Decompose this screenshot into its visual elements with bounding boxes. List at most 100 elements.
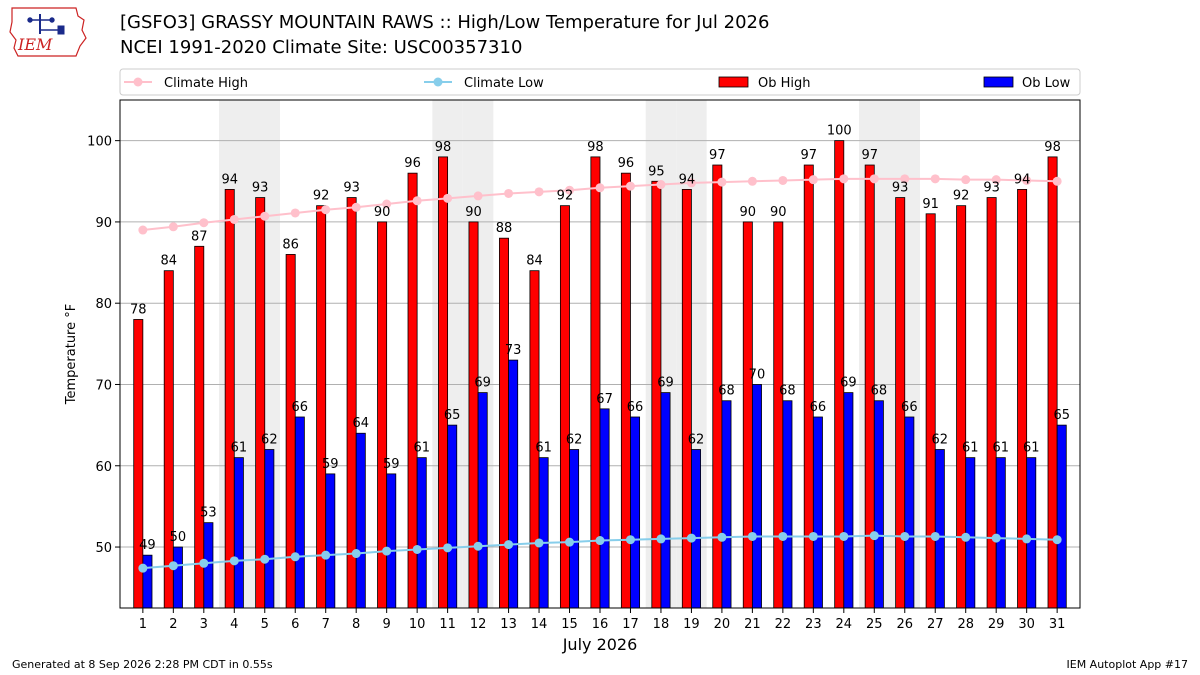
ob-high-bar	[681, 189, 692, 609]
climate-low-point	[504, 540, 514, 550]
x-tick-label: 5	[261, 617, 269, 632]
data-labels: 78 84 87 94 93 86 92 93 90 96 98 90 88 84 92 98 96 95 94 97…	[130, 124, 1070, 554]
ob-high-bar	[499, 237, 509, 609]
chart-title: [GSFO3] GRASSY MOUNTAIN RAWS :: High/Low…	[120, 12, 770, 33]
x-tick-label: 14	[531, 617, 548, 632]
climate-high-point	[747, 176, 757, 186]
climate-low-point	[778, 531, 788, 541]
generated-footer: Generated at 8 Sep 2026 2:28 PM CDT in 0…	[12, 658, 273, 671]
climate-low-point	[747, 531, 757, 541]
legend-climate-high-marker	[133, 77, 143, 87]
climate-high-point	[199, 218, 209, 228]
climate-high-point	[686, 178, 696, 188]
ob-low-bar	[447, 424, 458, 609]
ob-low-label: 59	[383, 457, 400, 472]
legend-ob-low-label: Ob Low	[1022, 76, 1071, 91]
ob-high-label: 86	[282, 237, 299, 252]
iem-logo: IEM	[9, 7, 87, 57]
climate-low-point	[930, 531, 940, 541]
climate-low-point	[717, 532, 727, 542]
ob-high-label: 96	[404, 156, 421, 171]
ob-low-label: 66	[627, 400, 644, 415]
ob-high-label: 97	[800, 148, 817, 163]
y-tick-label: 50	[95, 541, 112, 556]
climate-high-point	[808, 175, 818, 185]
ob-high-bar	[956, 205, 967, 609]
ob-low-label: 66	[810, 400, 827, 415]
x-tick-label: 16	[592, 617, 609, 632]
climate-high-point	[565, 185, 575, 195]
climate-low-point	[961, 532, 971, 542]
x-tick-label: 30	[1018, 617, 1035, 632]
ob-high-label: 84	[160, 254, 177, 269]
climate-high-point	[473, 191, 483, 201]
ob-high-bar	[529, 270, 540, 609]
ob-low-bar	[751, 384, 762, 609]
x-tick-label: 21	[744, 617, 761, 632]
ob-high-label: 100	[827, 124, 852, 139]
ob-high-bar	[803, 164, 814, 609]
ob-low-bar	[355, 432, 366, 609]
climate-high-point	[504, 188, 514, 198]
ob-high-bar	[163, 270, 174, 609]
climate-lines	[138, 174, 1062, 573]
y-tick-label: 80	[95, 297, 112, 312]
ob-high-bar	[651, 180, 662, 609]
climate-low-point	[1052, 535, 1062, 545]
climate-high-point	[260, 211, 270, 221]
y-tick-label: 70	[95, 378, 112, 393]
app-footer: IEM Autoplot App #17	[1066, 658, 1189, 671]
ob-low-label: 67	[596, 392, 613, 407]
ob-low-label: 68	[871, 384, 888, 399]
ob-low-label: 61	[992, 441, 1009, 456]
climate-high-point	[382, 199, 392, 209]
ob-high-bar	[1017, 189, 1028, 609]
ob-high-bar	[925, 213, 936, 609]
climate-low-point	[656, 534, 666, 544]
climate-high-point	[290, 208, 300, 218]
climate-low-point	[595, 536, 605, 546]
x-tick-label: 18	[653, 617, 670, 632]
climate-low-point	[1022, 534, 1032, 544]
ob-high-label: 98	[587, 140, 604, 155]
ob-high-label: 93	[252, 181, 269, 196]
ob-low-bar	[782, 400, 793, 609]
ob-high-label: 98	[435, 140, 452, 155]
climate-high-point	[229, 214, 239, 224]
ob-low-label: 53	[200, 506, 217, 521]
ob-high-label: 98	[1044, 140, 1061, 155]
ob-high-label: 95	[648, 164, 665, 179]
climate-high-point	[412, 196, 422, 206]
ob-high-label: 87	[191, 229, 208, 244]
climate-high-point	[900, 174, 910, 184]
ob-low-bar	[691, 449, 701, 609]
climate-low-point	[351, 549, 361, 559]
x-tick-label: 12	[470, 617, 487, 632]
climate-low-point	[534, 538, 544, 548]
ob-high-label: 96	[618, 156, 635, 171]
climate-high-point	[656, 180, 666, 190]
ob-high-label: 90	[465, 205, 482, 220]
ob-low-bar	[873, 400, 884, 609]
ob-low-label: 50	[170, 530, 187, 545]
temperature-chart: 7884879493869293909698908884929896959497…	[64, 68, 1081, 654]
ob-low-label: 66	[901, 400, 918, 415]
x-tick-label: 23	[805, 617, 822, 632]
climate-low-point	[199, 558, 209, 568]
ob-low-bar	[569, 449, 580, 609]
logo-text: IEM	[17, 35, 53, 54]
ob-low-label: 69	[657, 376, 674, 391]
x-tick-label: 2	[169, 617, 177, 632]
x-tick-label: 1	[139, 617, 147, 632]
x-tick-label: 15	[561, 617, 578, 632]
ob-low-bar	[386, 473, 397, 609]
ob-high-bar	[255, 197, 266, 609]
climate-low-point	[869, 531, 879, 541]
ob-low-bar	[477, 392, 488, 609]
ob-low-bar	[142, 554, 153, 609]
ob-low-bar	[1056, 424, 1067, 609]
weather-station-icon	[27, 14, 65, 35]
x-tick-label: 11	[439, 617, 456, 632]
ob-low-label: 61	[962, 441, 979, 456]
x-tick-label: 25	[866, 617, 883, 632]
